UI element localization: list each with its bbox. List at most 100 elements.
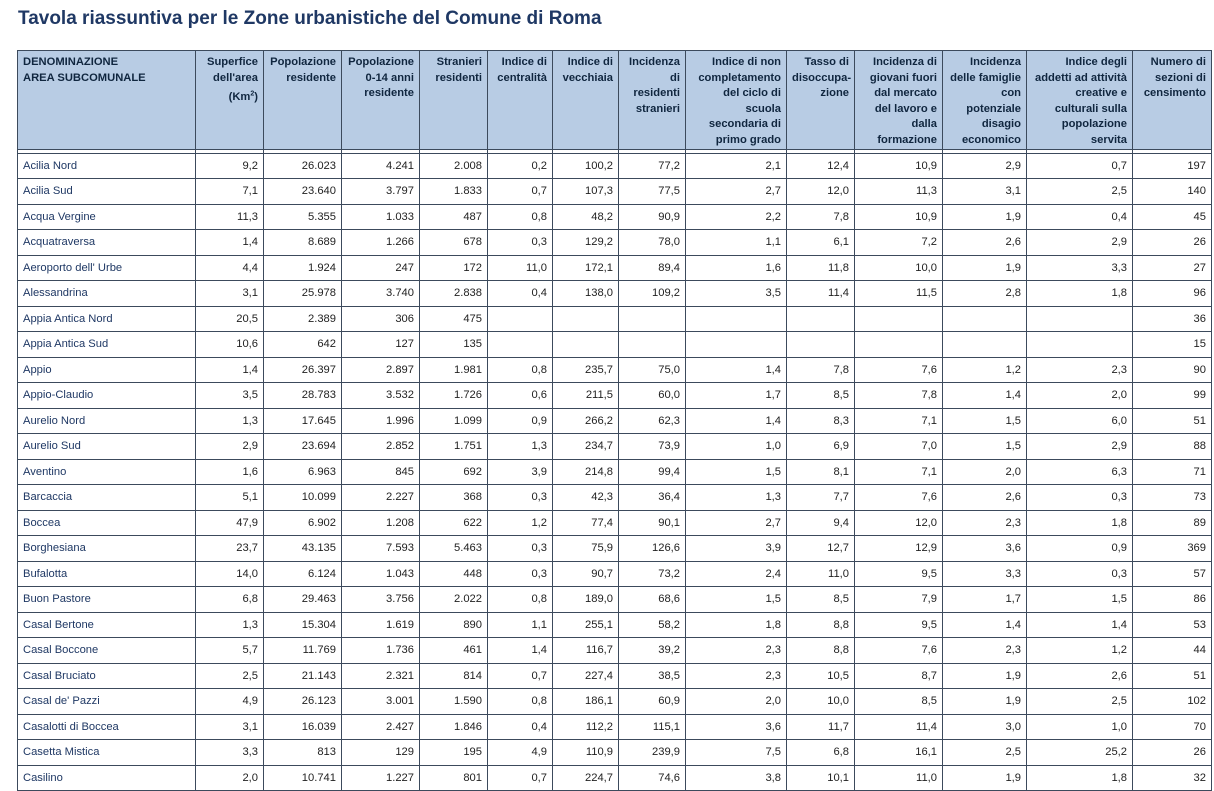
header-text: Indice degli addetti ad attività creativ… xyxy=(1034,56,1127,146)
value-cell: 1.619 xyxy=(341,611,420,639)
value-cell: 2.838 xyxy=(419,280,488,307)
table-row: Alessandrina 3,1 25.978 3.740 2.838 0,4 138,0 1… xyxy=(17,280,1212,307)
value-cell: 2,5 xyxy=(942,739,1027,766)
table-header: DENOMINAZIONE AREA SUBCOMUNALE Superfice d… xyxy=(17,50,1212,150)
value-cell: 11,7 xyxy=(786,713,855,741)
value-cell: 9,2 xyxy=(195,152,264,180)
header-text: Incidenza di giovani fuori dal mercato d… xyxy=(869,56,937,146)
value-cell: 2.897 xyxy=(341,356,420,384)
value-cell: 11,4 xyxy=(786,280,855,307)
value-cell xyxy=(942,305,1027,333)
value-cell: 1,3 xyxy=(195,611,264,639)
value-cell: 3,1 xyxy=(195,280,264,307)
value-cell: 51 xyxy=(1132,662,1212,690)
value-cell: 25.978 xyxy=(263,280,342,307)
table-row: Aeroporto dell' Urbe 4,4 1.924 247 172 11,0 17… xyxy=(17,254,1212,282)
value-cell: 1.208 xyxy=(341,509,420,537)
header-text: Indice di non completamento del ciclo di… xyxy=(698,56,781,146)
value-cell: 2,7 xyxy=(685,509,787,537)
zone-name-cell: Acqua Vergine xyxy=(17,203,196,231)
zone-name-cell: Bufalotta xyxy=(17,560,196,588)
value-cell: 2,6 xyxy=(942,229,1027,256)
zone-name-cell: Acilia Sud xyxy=(17,178,196,205)
value-cell: 26 xyxy=(1132,739,1212,766)
table-row: Appio-Claudio 3,5 28.783 3.532 1.726 0,6 211,5… xyxy=(17,382,1212,409)
value-cell: 1,4 xyxy=(685,356,787,384)
table-row: Acilia Nord 9,2 26.023 4.241 2.008 0,2 100,2 77… xyxy=(17,152,1212,180)
value-cell: 1,4 xyxy=(195,229,264,256)
value-cell: 6,9 xyxy=(786,433,855,460)
zone-table: DENOMINAZIONE AREA SUBCOMUNALE Superfice d… xyxy=(17,50,1212,791)
value-cell: 642 xyxy=(263,331,342,358)
value-cell: 2,0 xyxy=(942,458,1027,486)
value-cell: 7,8 xyxy=(854,382,943,409)
value-cell: 1,4 xyxy=(942,382,1027,409)
column-header-6: Indice di vecchiaia xyxy=(552,50,619,150)
value-cell: 12,7 xyxy=(786,535,855,562)
zone-name-cell: Boccea xyxy=(17,509,196,537)
value-cell: 0,3 xyxy=(487,484,553,511)
header-text: Indice di vecchiaia xyxy=(562,56,613,84)
value-cell: 2.022 xyxy=(419,586,488,613)
value-cell: 9,4 xyxy=(786,509,855,537)
header-text: Indice di centralità xyxy=(497,56,547,84)
column-header-3: Popolazione 0-14 anni residente xyxy=(341,50,420,150)
value-cell: 6.963 xyxy=(263,458,342,486)
value-cell: 2.321 xyxy=(341,662,420,690)
value-cell: 475 xyxy=(419,305,488,333)
value-cell: 126,6 xyxy=(618,535,686,562)
value-cell: 0,7 xyxy=(487,178,553,205)
table-row: Bufalotta 14,0 6.124 1.043 448 0,3 90,7 73,2 2,4… xyxy=(17,560,1212,588)
value-cell: 2,0 xyxy=(195,764,264,791)
value-cell: 1,1 xyxy=(685,229,787,256)
value-cell: 1,9 xyxy=(942,688,1027,715)
value-cell: 0,3 xyxy=(1026,484,1133,511)
value-cell: 1.924 xyxy=(263,254,342,282)
value-cell: 3.756 xyxy=(341,586,420,613)
zone-name-cell: Casalotti di Boccea xyxy=(17,713,196,741)
value-cell: 51 xyxy=(1132,407,1212,435)
value-cell: 3,1 xyxy=(195,713,264,741)
value-cell: 11,0 xyxy=(854,764,943,791)
value-cell: 2.852 xyxy=(341,433,420,460)
value-cell: 7,6 xyxy=(854,356,943,384)
value-cell xyxy=(854,305,943,333)
value-cell: 1,7 xyxy=(942,586,1027,613)
zone-name-cell: Casal de' Pazzi xyxy=(17,688,196,715)
value-cell: 4,4 xyxy=(195,254,264,282)
value-cell: 129 xyxy=(341,739,420,766)
value-cell: 197 xyxy=(1132,152,1212,180)
value-cell: 1.736 xyxy=(341,637,420,664)
zone-name-cell: Borghesiana xyxy=(17,535,196,562)
value-cell: 25,2 xyxy=(1026,739,1133,766)
zone-name-cell: Aurelio Nord xyxy=(17,407,196,435)
value-cell: 1,5 xyxy=(942,407,1027,435)
value-cell: 3.001 xyxy=(341,688,420,715)
value-cell: 6,3 xyxy=(1026,458,1133,486)
value-cell xyxy=(487,305,553,333)
value-cell: 6,8 xyxy=(195,586,264,613)
value-cell: 1.033 xyxy=(341,203,420,231)
value-cell: 3,5 xyxy=(195,382,264,409)
value-cell xyxy=(786,331,855,358)
column-header-4: Stranieri residenti xyxy=(419,50,488,150)
value-cell: 1.043 xyxy=(341,560,420,588)
value-cell: 57 xyxy=(1132,560,1212,588)
value-cell: 3,6 xyxy=(685,713,787,741)
value-cell: 127 xyxy=(341,331,420,358)
value-cell: 0,4 xyxy=(487,280,553,307)
table-row: Casilino 2,0 10.741 1.227 801 0,7 224,7 74,6 3,8… xyxy=(17,764,1212,791)
value-cell: 58,2 xyxy=(618,611,686,639)
header-text: Stranieri residenti xyxy=(435,56,482,84)
table-row: Borghesiana 23,7 43.135 7.593 5.463 0,3 75,9 12… xyxy=(17,535,1212,562)
value-cell: 36 xyxy=(1132,305,1212,333)
value-cell: 7,1 xyxy=(854,458,943,486)
value-cell: 1,4 xyxy=(942,611,1027,639)
table-body: Acilia Nord 9,2 26.023 4.241 2.008 0,2 100,2 77… xyxy=(17,148,1212,791)
value-cell: 845 xyxy=(341,458,420,486)
value-cell: 195 xyxy=(419,739,488,766)
zone-name-cell: Casal Bertone xyxy=(17,611,196,639)
value-cell: 8,1 xyxy=(786,458,855,486)
value-cell: 0,8 xyxy=(487,203,553,231)
value-cell: 12,0 xyxy=(786,178,855,205)
